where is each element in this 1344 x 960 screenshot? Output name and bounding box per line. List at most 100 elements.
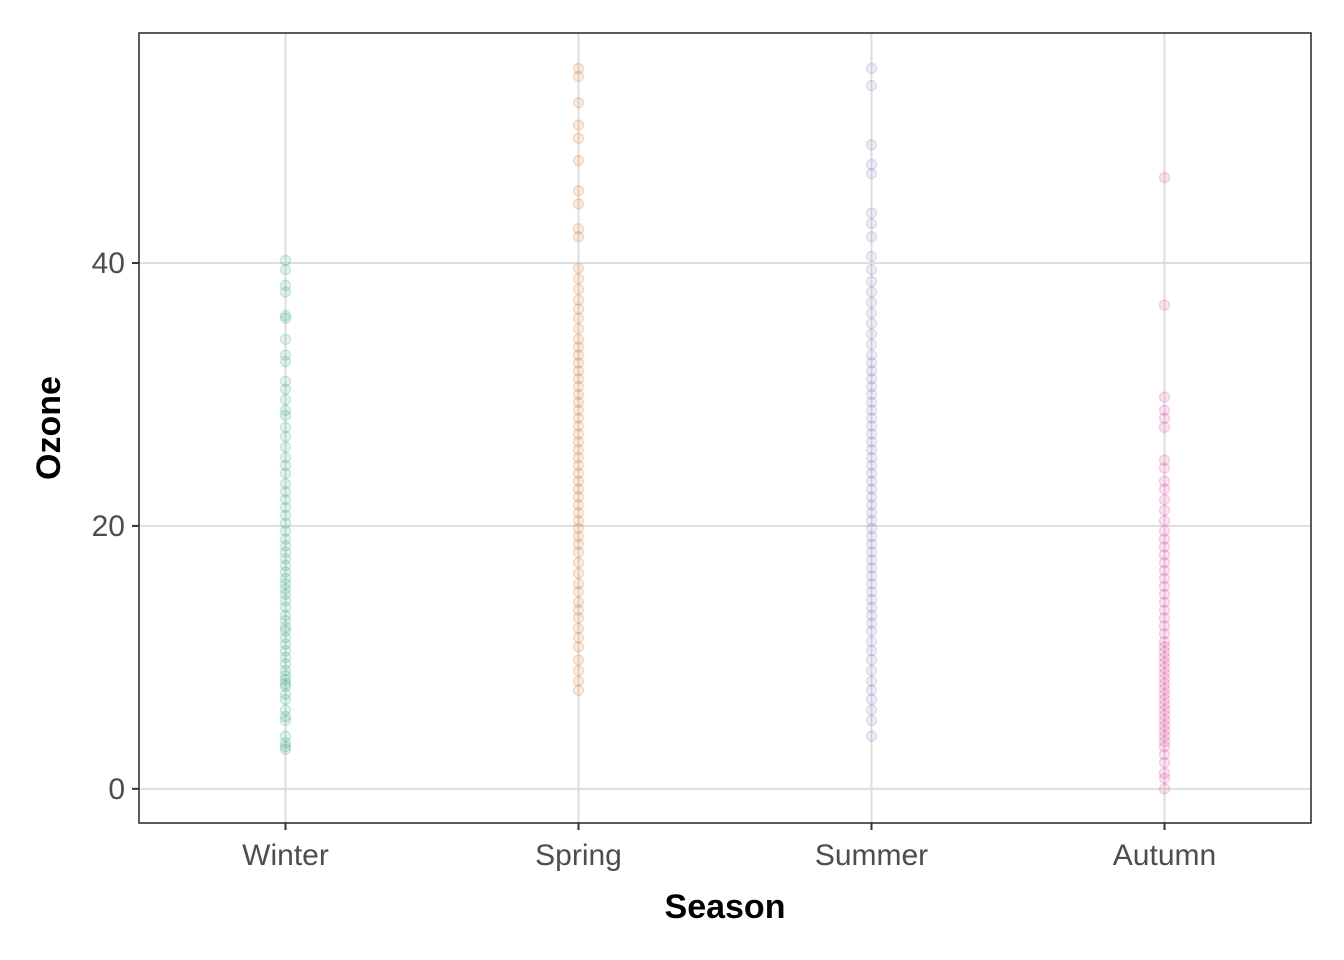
data-point-spring	[572, 631, 585, 644]
data-point-winter	[279, 404, 292, 416]
data-point-summer	[865, 158, 878, 171]
data-point-autumn	[1158, 299, 1171, 311]
data-point-spring	[572, 273, 585, 285]
data-point-autumn	[1158, 735, 1171, 748]
data-point-spring	[572, 198, 585, 210]
data-point-winter	[279, 309, 292, 322]
data-point-spring	[572, 303, 585, 315]
data-point-autumn	[1158, 720, 1171, 732]
data-point-winter	[279, 680, 292, 692]
data-point-autumn	[1158, 651, 1171, 664]
data-point-winter	[279, 572, 292, 585]
data-point-summer	[865, 365, 878, 377]
data-point-summer	[865, 522, 878, 535]
data-point-winter	[279, 688, 292, 700]
data-point-autumn	[1158, 580, 1171, 593]
data-point-winter	[279, 509, 292, 522]
data-point-spring	[572, 404, 585, 416]
data-point-spring	[572, 567, 585, 579]
data-point-autumn	[1158, 767, 1171, 779]
data-point-autumn	[1158, 525, 1171, 537]
data-point-spring	[572, 675, 585, 687]
data-point-spring	[572, 323, 585, 335]
data-point-winter	[279, 501, 292, 514]
data-point-winter	[279, 394, 292, 406]
data-point-spring	[572, 294, 585, 306]
data-point-autumn	[1158, 604, 1171, 616]
data-point-autumn	[1158, 688, 1171, 700]
data-point-summer	[865, 562, 878, 574]
data-point-spring	[572, 396, 585, 409]
data-point-summer	[865, 675, 878, 687]
data-point-summer	[865, 62, 878, 75]
data-point-autumn	[1158, 772, 1171, 785]
data-point-winter	[279, 583, 292, 595]
data-point-summer	[865, 263, 878, 276]
data-point-summer	[865, 570, 878, 582]
data-point-spring	[572, 428, 585, 440]
data-point-spring	[572, 622, 585, 635]
data-point-autumn	[1158, 741, 1171, 753]
data-point-autumn	[1158, 641, 1171, 653]
data-point-winter	[279, 588, 292, 600]
data-point-winter	[279, 631, 292, 644]
data-point-autumn	[1158, 391, 1171, 403]
data-point-spring	[572, 380, 585, 393]
data-point-autumn	[1158, 533, 1171, 545]
data-point-winter	[279, 441, 292, 453]
data-point-autumn	[1158, 588, 1171, 600]
data-point-winter	[279, 710, 292, 723]
data-point-autumn	[1158, 698, 1171, 711]
axes: 0 20 40 Winter Spring Summer Autumn	[92, 247, 1217, 872]
data-point-spring	[572, 312, 585, 324]
data-point-winter	[279, 486, 292, 498]
x-axis-title: Season	[665, 888, 786, 926]
data-point-autumn	[1158, 656, 1171, 669]
data-point-autumn	[1158, 412, 1171, 424]
grid-lines	[139, 33, 1311, 823]
data-point-autumn	[1158, 628, 1171, 640]
data-point-spring	[572, 530, 585, 543]
data-point-summer	[865, 507, 878, 519]
data-point-autumn	[1158, 635, 1171, 648]
data-point-winter	[279, 609, 292, 622]
data-point-summer	[865, 79, 878, 92]
data-point-summer	[865, 404, 878, 416]
data-point-spring	[572, 546, 585, 558]
data-point-winter	[279, 714, 292, 727]
y-tick-label: 40	[92, 247, 125, 280]
data-point-spring	[572, 664, 585, 677]
data-point-winter	[279, 645, 292, 657]
data-point-winter	[279, 533, 292, 545]
data-point-winter	[279, 741, 292, 753]
data-point-summer	[865, 499, 878, 511]
data-point-summer	[865, 275, 878, 288]
data-point-autumn	[1158, 704, 1171, 716]
data-point-summer	[865, 459, 878, 472]
data-point-winter	[279, 566, 292, 578]
data-point-winter	[279, 693, 292, 706]
x-tick-label: Autumn	[1113, 839, 1216, 872]
data-point-summer	[865, 231, 878, 243]
data-point-spring	[572, 522, 585, 535]
data-point-spring	[572, 373, 585, 385]
data-point-winter	[279, 459, 292, 472]
data-point-summer	[865, 380, 878, 393]
x-tick-label: Winter	[242, 839, 329, 872]
data-point-autumn	[1158, 475, 1171, 487]
data-point-autumn	[1158, 714, 1171, 727]
data-point-summer	[865, 483, 878, 495]
data-point-spring	[572, 604, 585, 616]
data-point-summer	[865, 664, 878, 677]
data-point-summer	[865, 491, 878, 503]
data-point-summer	[865, 538, 878, 551]
data-point-autumn	[1158, 557, 1171, 569]
data-point-summer	[865, 428, 878, 440]
data-point-spring	[572, 596, 585, 608]
data-point-autumn	[1158, 662, 1171, 674]
data-point-winter	[279, 578, 292, 590]
data-point-summer	[865, 436, 878, 448]
data-point-autumn	[1158, 612, 1171, 624]
data-point-summer	[865, 617, 878, 629]
data-point-autumn	[1158, 462, 1171, 474]
